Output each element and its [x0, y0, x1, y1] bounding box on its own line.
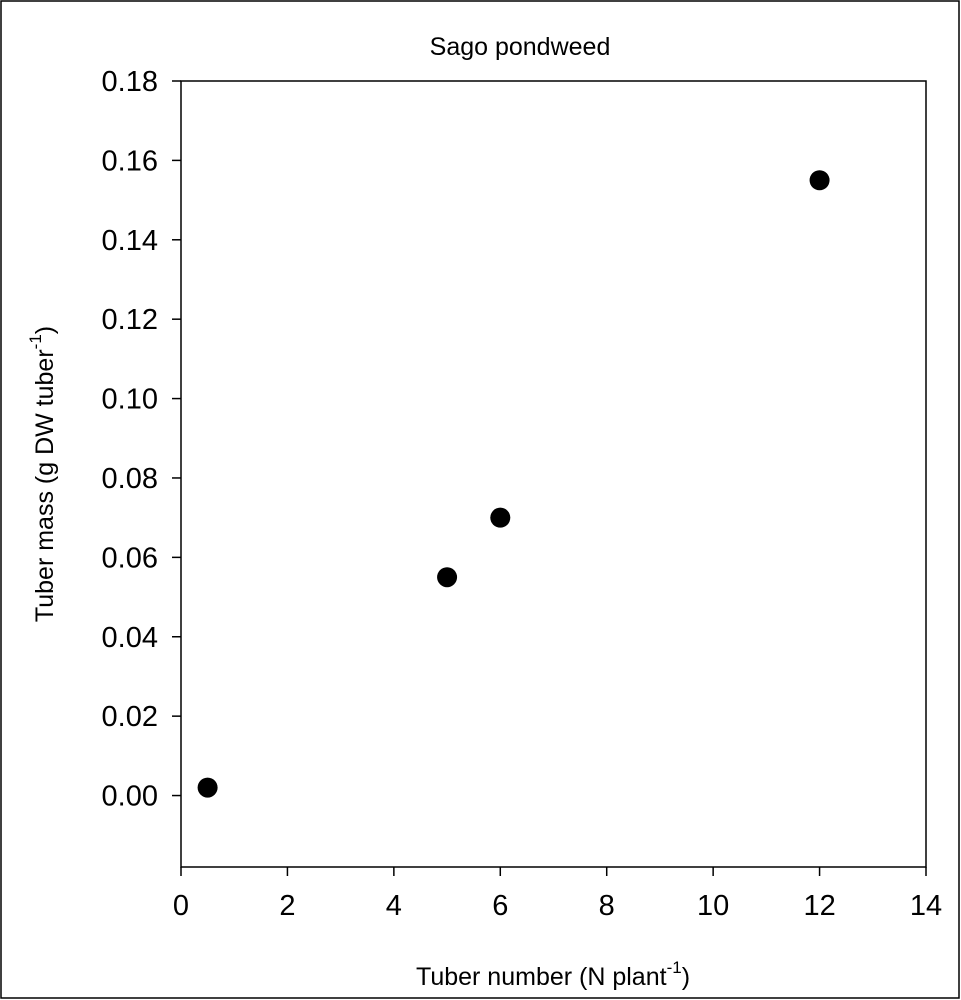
y-tick-label: 0.00	[102, 781, 158, 813]
y-tick-label: 0.18	[102, 66, 158, 98]
y-tick-label: 0.14	[102, 225, 158, 257]
y-axis-title-sup: -1	[26, 334, 45, 349]
y-axis-title-end: )	[31, 326, 59, 334]
x-tick-label: 4	[386, 890, 402, 922]
data-point	[197, 777, 218, 798]
y-tick-label: 0.12	[102, 304, 158, 336]
data-point	[437, 567, 458, 588]
y-tick-label: 0.02	[102, 701, 158, 733]
data-points	[197, 170, 830, 798]
y-axis: 0.00 0.02 0.04 0.06 0.08 0.10 0.12 0.14 0.16 0.18	[102, 66, 181, 813]
y-axis-title-main: Tuber mass (g DW tuber	[31, 349, 59, 622]
x-tick-label: 6	[492, 890, 508, 922]
x-axis-title-end: )	[682, 963, 690, 991]
x-axis-title-sup: -1	[667, 958, 682, 977]
x-tick-label: 2	[279, 890, 295, 922]
x-tick-label: 10	[697, 890, 729, 922]
chart-title: Sago pondweed	[430, 33, 611, 61]
y-tick-label: 0.06	[102, 542, 158, 574]
plot-area	[180, 80, 927, 868]
y-tick-label: 0.10	[102, 384, 158, 416]
y-tick-label: 0.16	[102, 145, 158, 177]
data-point	[809, 170, 830, 191]
x-tick-label: 0	[173, 890, 189, 922]
y-tick-label: 0.04	[102, 622, 158, 654]
x-axis-title-main: Tuber number (N plant	[416, 963, 667, 991]
x-tick-label: 14	[910, 890, 942, 922]
data-point	[490, 507, 511, 528]
y-axis-title: Tuber mass (g DW tuber-1)	[26, 326, 59, 622]
x-axis: 0 2 4 6 8 10 12 14	[173, 867, 942, 922]
x-axis-title: Tuber number (N plant-1)	[416, 958, 690, 991]
x-tick-label: 12	[803, 890, 835, 922]
x-tick-label: 8	[599, 890, 615, 922]
y-tick-label: 0.08	[102, 463, 158, 495]
